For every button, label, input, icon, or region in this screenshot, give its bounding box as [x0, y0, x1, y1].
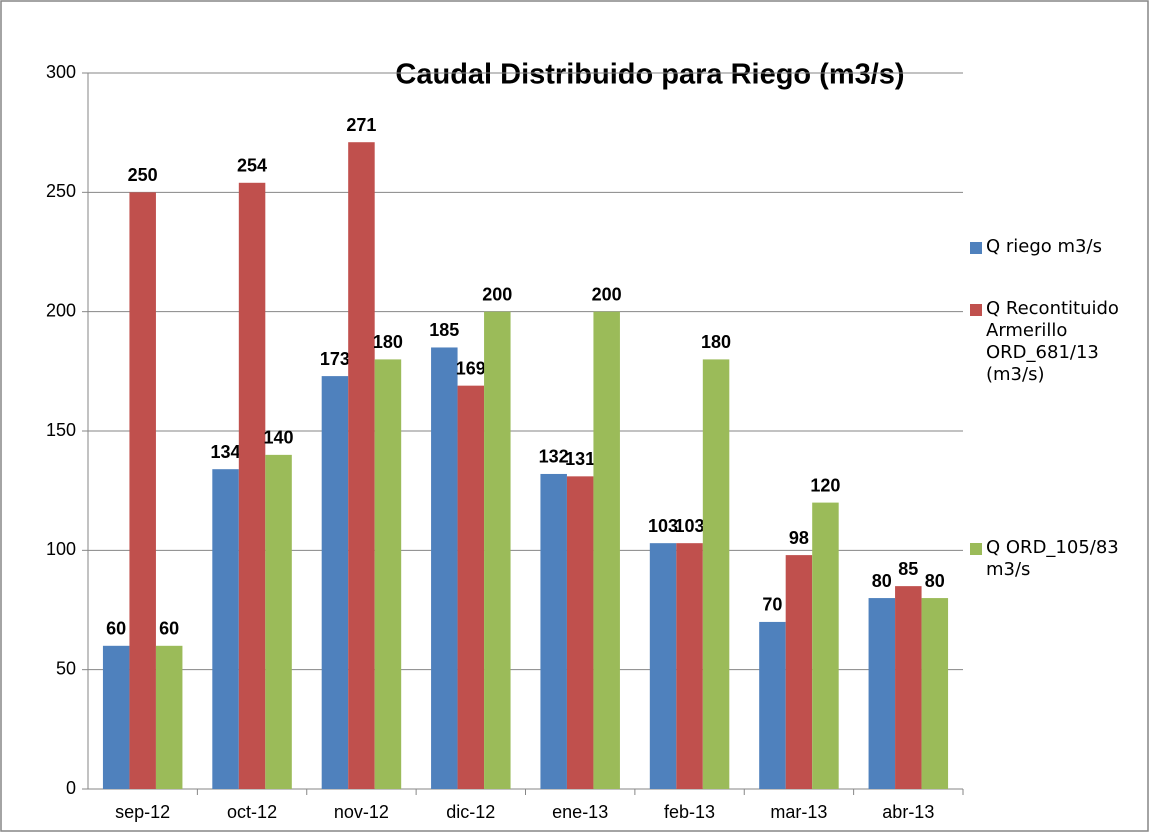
legend-entry: Q Recontituido Armerillo ORD_681/13 (m3/…: [986, 298, 1119, 385]
data-label: 185: [429, 320, 459, 340]
x-tick-label: mar-13: [770, 802, 827, 822]
data-label: 134: [211, 442, 241, 462]
y-tick-label: 0: [66, 778, 76, 798]
x-tick-label: ene-13: [552, 802, 608, 822]
y-tick-label: 50: [56, 658, 76, 678]
data-label: 120: [810, 475, 840, 495]
bar: [431, 347, 458, 789]
chart-title: Caudal Distribuido para Riego (m3/s): [395, 59, 904, 91]
data-label: 70: [762, 595, 782, 615]
legend-entry: Q riego m3/s: [986, 236, 1102, 257]
bar: [238, 182, 266, 789]
x-tick-label: sep-12: [115, 802, 170, 822]
data-label: 131: [565, 449, 595, 469]
data-label: 200: [482, 284, 512, 304]
y-tick-label: 300: [46, 62, 76, 82]
legend-swatch: [970, 304, 982, 316]
data-label: 60: [159, 619, 179, 639]
y-tick-label: 150: [46, 420, 76, 440]
bar: [540, 473, 567, 789]
bar: [374, 359, 402, 789]
bar: [868, 598, 896, 789]
data-label: 250: [128, 165, 158, 185]
bar: [566, 476, 594, 789]
data-label: 254: [237, 156, 267, 176]
bar: [457, 385, 485, 789]
data-label: 103: [675, 516, 705, 536]
data-label: 85: [898, 559, 918, 579]
y-tick-label: 200: [46, 300, 76, 320]
legend-swatch: [970, 543, 982, 555]
legend-label: Q riego m3/s: [986, 236, 1102, 257]
data-label: 80: [872, 571, 892, 591]
bar: [649, 543, 677, 789]
data-label: 169: [456, 358, 486, 378]
data-label: 180: [701, 332, 731, 352]
data-label: 140: [264, 428, 294, 448]
legend-label: Q Recontituido Armerillo ORD_681/13 (m3/…: [986, 298, 1119, 385]
bar: [895, 586, 922, 789]
bar: [265, 454, 292, 789]
legend-entry: Q ORD_105/83 m3/s: [986, 537, 1119, 580]
bar: [129, 192, 156, 790]
x-tick-label: oct-12: [227, 802, 277, 822]
y-tick-label: 100: [46, 539, 76, 559]
bar: [759, 621, 786, 789]
bar: [812, 502, 839, 789]
data-label: 98: [789, 528, 809, 548]
bar: [321, 376, 349, 789]
bar: [484, 311, 511, 789]
x-tick-label: nov-12: [334, 802, 389, 822]
data-label: 271: [346, 115, 376, 135]
data-label: 80: [925, 571, 945, 591]
bar: [921, 598, 949, 789]
bar: [702, 359, 730, 789]
data-label: 60: [106, 619, 126, 639]
data-label: 173: [320, 349, 350, 369]
data-label: 103: [648, 516, 678, 536]
legend-label: Q ORD_105/83 m3/s: [986, 537, 1119, 580]
bar: [102, 645, 130, 789]
x-tick-label: feb-13: [664, 802, 715, 822]
bar: [155, 645, 183, 789]
data-label: 180: [373, 332, 403, 352]
bar: [212, 469, 239, 789]
data-label: 132: [539, 447, 569, 467]
legend-swatch: [970, 242, 982, 254]
bar: [785, 555, 813, 789]
data-label: 200: [592, 284, 622, 304]
x-tick-label: abr-13: [882, 802, 934, 822]
bar: [348, 142, 375, 790]
y-tick-label: 250: [46, 181, 76, 201]
bar: [593, 311, 620, 789]
x-tick-label: dic-12: [446, 802, 495, 822]
bar: [676, 543, 703, 789]
